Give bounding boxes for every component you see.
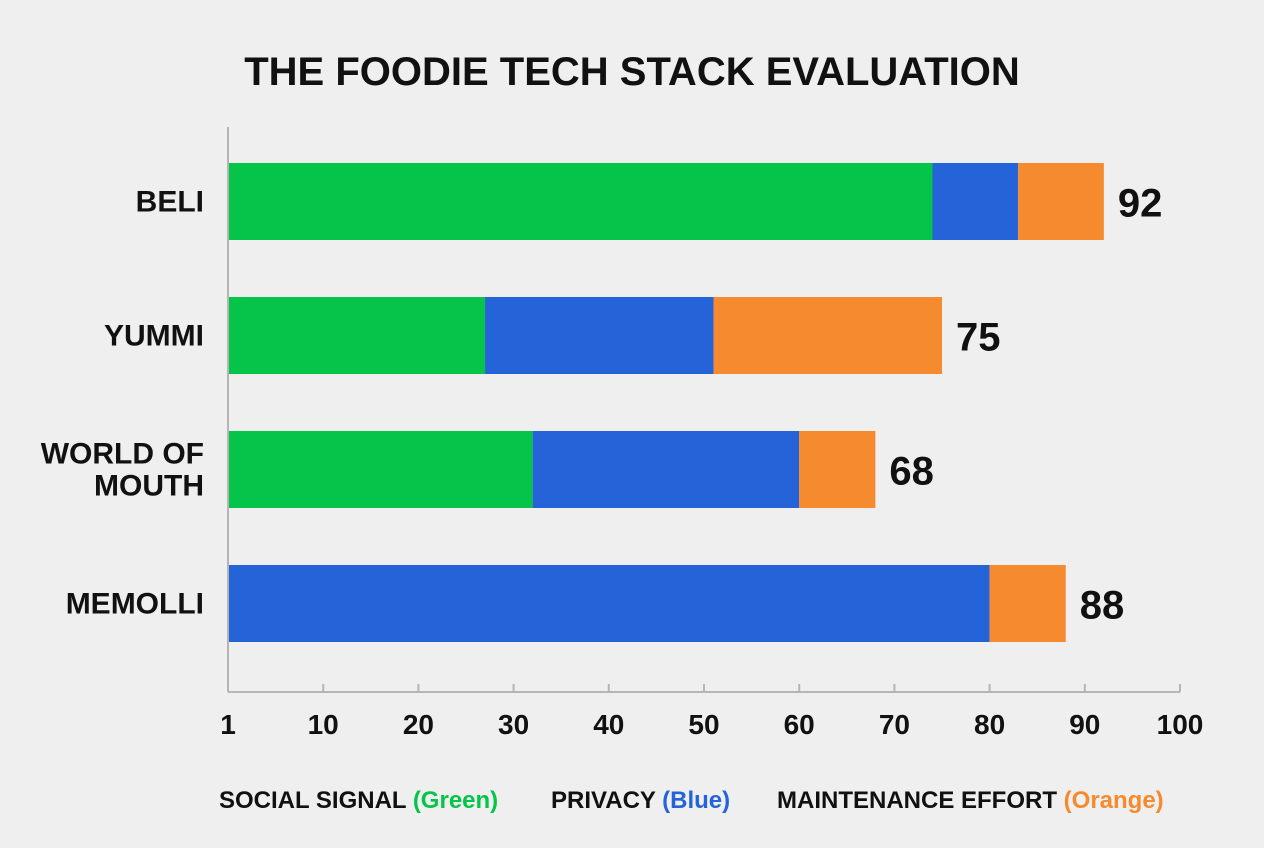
x-axis: 1 10 20 30 40 50 60 70 80 90 100 bbox=[220, 127, 1203, 740]
category-label-line: MEMOLLI bbox=[66, 588, 204, 621]
legend-item: SOCIAL SIGNAL (Green) bbox=[219, 787, 498, 814]
legend-color-word: (Green) bbox=[413, 787, 498, 814]
bar-segment-social-signal bbox=[228, 163, 933, 240]
x-tick-label: 1 bbox=[220, 709, 236, 740]
bar-segment-social-signal bbox=[228, 431, 533, 508]
x-tick-label: 50 bbox=[688, 709, 719, 740]
total-value-label: 88 bbox=[1080, 584, 1125, 628]
legend-series-name: PRIVACY bbox=[551, 787, 662, 814]
legend: SOCIAL SIGNAL (Green) PRIVACY (Blue) MAINT… bbox=[219, 787, 1164, 814]
category-label: MEMOLLI bbox=[66, 588, 204, 621]
chart-title: THE FOODIE TECH STACK EVALUATION bbox=[244, 50, 1020, 94]
legend-color-word: (Blue) bbox=[662, 787, 730, 814]
category-label-line: WORLD OF bbox=[41, 438, 204, 471]
bar-segment-social-signal bbox=[228, 297, 486, 374]
category-label: BELI bbox=[136, 186, 204, 219]
bar-segment-privacy bbox=[532, 431, 800, 508]
legend-item: MAINTENANCE EFFORT (Orange) bbox=[777, 787, 1164, 814]
legend-series-name: SOCIAL SIGNAL bbox=[219, 787, 413, 814]
x-tick-label: 60 bbox=[784, 709, 815, 740]
total-value-label: 92 bbox=[1118, 182, 1163, 226]
x-tick-label: 30 bbox=[498, 709, 529, 740]
x-tick-label: 80 bbox=[974, 709, 1005, 740]
bar-segment-privacy bbox=[485, 297, 714, 374]
bar-segment-maintenance-effort bbox=[713, 297, 942, 374]
bar-segment-privacy bbox=[932, 163, 1019, 240]
x-tick-label: 40 bbox=[593, 709, 624, 740]
category-label-line: MOUTH bbox=[94, 470, 204, 503]
category-label: WORLD OF MOUTH bbox=[41, 438, 204, 503]
bars-group: BELI 92 YUMMI 75 WORLD OF MOUTH 68 MEMOLLI 88 bbox=[41, 163, 1163, 642]
bar-segment-privacy bbox=[228, 565, 990, 642]
x-tick-label: 90 bbox=[1069, 709, 1100, 740]
total-value-label: 75 bbox=[956, 316, 1001, 360]
x-tick-label: 100 bbox=[1157, 709, 1204, 740]
bar-segment-maintenance-effort bbox=[799, 431, 876, 508]
total-value-label: 68 bbox=[889, 450, 934, 494]
x-tick-label: 70 bbox=[879, 709, 910, 740]
category-label-line: BELI bbox=[136, 186, 204, 219]
category-label: YUMMI bbox=[104, 320, 204, 353]
category-label-line: YUMMI bbox=[104, 320, 204, 353]
bar-segment-maintenance-effort bbox=[989, 565, 1066, 642]
x-tick-label: 10 bbox=[308, 709, 339, 740]
legend-series-name: MAINTENANCE EFFORT bbox=[777, 787, 1064, 814]
legend-item: PRIVACY (Blue) bbox=[551, 787, 730, 814]
bar-segment-maintenance-effort bbox=[1018, 163, 1104, 240]
legend-color-word: (Orange) bbox=[1064, 787, 1164, 814]
x-tick-label: 20 bbox=[403, 709, 434, 740]
